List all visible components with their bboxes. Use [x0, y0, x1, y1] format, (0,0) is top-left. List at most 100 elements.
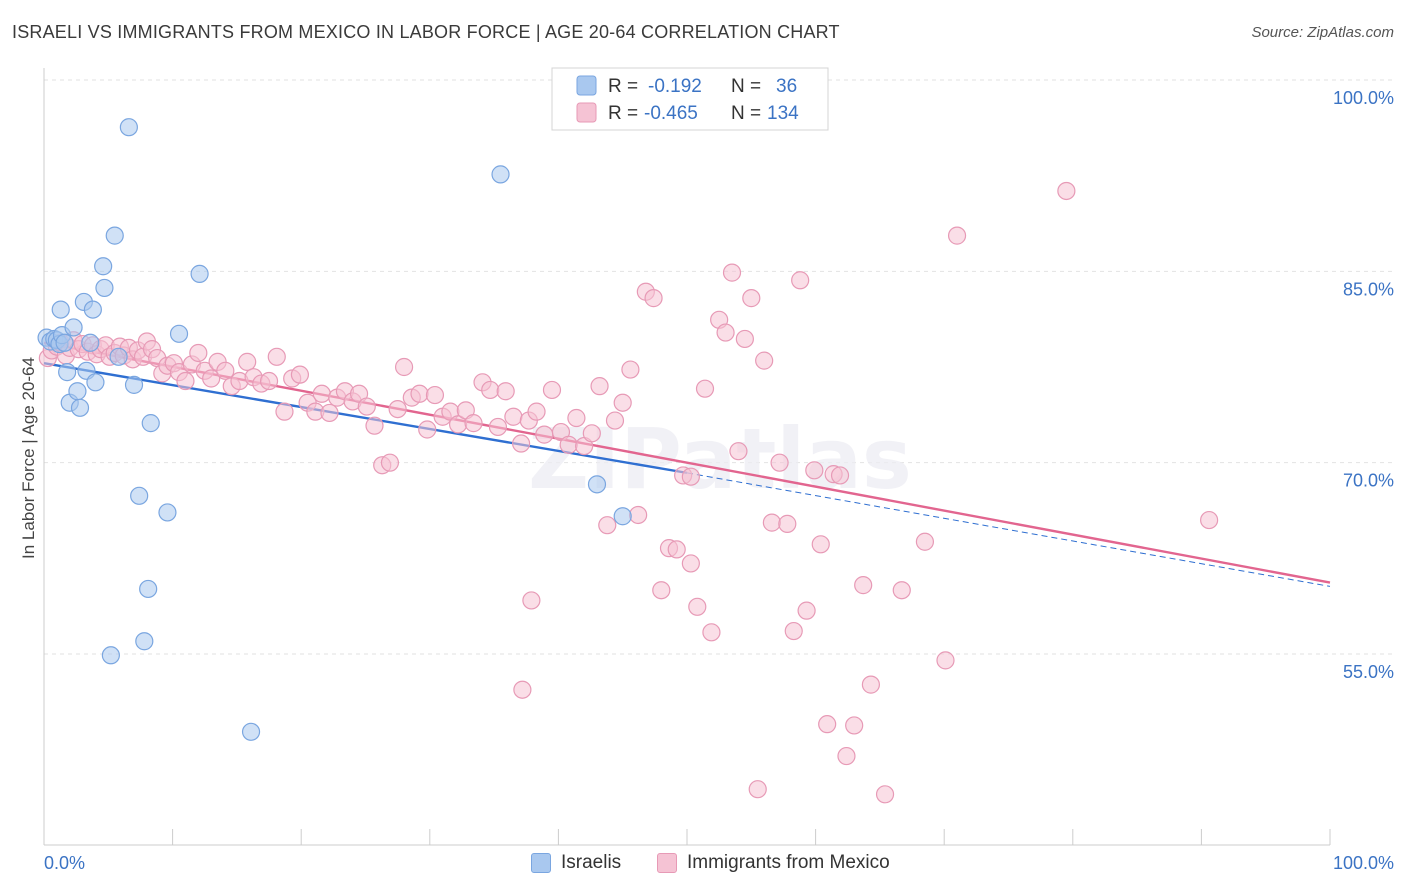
point-mexico: [513, 680, 532, 699]
point-israelis: [81, 333, 100, 352]
point-mexico: [644, 289, 663, 308]
point-israelis: [94, 257, 113, 276]
point-mexico: [488, 417, 508, 437]
trend-line-dashed-israelis: [686, 472, 1331, 587]
legend-r-label-mexico: R =: [608, 103, 638, 124]
x-tick-label-min: 0.0%: [44, 853, 85, 873]
legend-swatch-mexico-bottom: [657, 853, 677, 873]
point-mexico: [189, 343, 208, 363]
axes: [43, 68, 1331, 846]
point-israelis: [169, 324, 189, 343]
point-mexico: [267, 347, 286, 366]
point-mexico: [238, 352, 257, 371]
point-mexico: [681, 467, 700, 486]
data-points: [37, 70, 1219, 804]
trend-line-israelis: [43, 361, 688, 475]
point-mexico: [811, 535, 830, 554]
point-mexico: [418, 420, 437, 439]
point-israelis: [158, 503, 177, 522]
y-tick-label-55: 55.0%: [1343, 662, 1394, 682]
point-israelis: [124, 375, 144, 394]
point-mexico: [312, 384, 331, 403]
point-israelis: [83, 300, 102, 319]
point-mexico: [667, 540, 686, 559]
point-israelis: [55, 333, 74, 352]
point-mexico: [681, 554, 700, 573]
point-mexico: [830, 466, 850, 485]
point-mexico: [688, 597, 707, 616]
point-mexico: [791, 271, 810, 290]
point-mexico: [290, 365, 310, 384]
point-mexico: [202, 369, 221, 388]
point-mexico: [755, 351, 774, 370]
legend-swatch-israelis: [576, 75, 597, 96]
point-israelis: [51, 300, 70, 319]
y-tick-labels: 100.0% 85.0% 70.0% 55.0%: [1333, 88, 1394, 682]
point-mexico: [621, 360, 640, 379]
point-israelis: [141, 414, 160, 433]
point-mexico: [388, 399, 407, 419]
y-axis-label: In Labor Force | Age 20-64: [19, 357, 38, 559]
legend-r-value-israelis: -0.192: [648, 76, 702, 97]
point-mexico: [598, 516, 617, 535]
point-mexico: [702, 623, 721, 642]
point-mexico: [512, 434, 531, 453]
legend-label-israelis: Israelis: [561, 852, 622, 873]
point-mexico: [875, 785, 895, 804]
point-israelis: [64, 318, 83, 337]
point-mexico: [729, 442, 748, 461]
point-mexico: [535, 425, 554, 444]
y-tick-label-85: 85.0%: [1343, 279, 1394, 299]
legend-r-label-israelis: R =: [608, 76, 638, 97]
point-mexico: [613, 393, 632, 412]
legend-swatch-israelis-bottom: [531, 853, 551, 873]
point-mexico: [861, 675, 880, 694]
legend-n-value-mexico: 134: [767, 103, 799, 124]
point-mexico: [522, 591, 541, 610]
point-mexico: [590, 377, 609, 396]
point-mexico: [567, 408, 586, 428]
point-mexico: [527, 402, 546, 421]
source-credit: Source: ZipAtlas.com: [1251, 24, 1394, 41]
point-mexico: [605, 411, 625, 430]
point-mexico: [652, 581, 671, 600]
point-mexico: [695, 379, 715, 398]
point-israelis: [95, 278, 114, 298]
point-mexico: [425, 385, 445, 405]
point-mexico: [357, 397, 376, 416]
point-israelis: [130, 486, 149, 505]
point-israelis: [86, 373, 105, 392]
point-israelis: [491, 165, 510, 184]
point-israelis: [70, 398, 90, 417]
legend-n-value-israelis: 36: [776, 76, 797, 97]
point-mexico: [716, 323, 735, 342]
point-mexico: [582, 424, 601, 443]
point-mexico: [854, 576, 873, 595]
point-mexico: [947, 226, 967, 245]
point-israelis: [139, 579, 158, 599]
point-mexico: [936, 651, 955, 670]
point-mexico: [805, 461, 824, 480]
point-mexico: [1200, 510, 1219, 530]
y-tick-label-70: 70.0%: [1343, 471, 1394, 491]
point-israelis: [190, 264, 209, 283]
point-mexico: [504, 407, 523, 426]
point-mexico: [735, 329, 754, 349]
point-israelis: [109, 347, 128, 366]
legend-item-israelis: Israelis: [531, 852, 621, 874]
y-tick-label-100: 100.0%: [1333, 88, 1394, 108]
point-mexico: [762, 513, 781, 532]
legend-swatch-mexico: [576, 102, 597, 123]
point-mexico: [259, 371, 279, 391]
point-mexico: [410, 384, 429, 403]
point-israelis: [105, 226, 124, 245]
point-mexico: [784, 621, 803, 641]
point-mexico: [320, 403, 339, 423]
point-israelis: [68, 382, 87, 401]
point-mexico: [818, 715, 837, 734]
point-mexico: [365, 416, 384, 435]
point-mexico: [770, 453, 789, 472]
legend-n-label-mexico: N =: [731, 103, 761, 124]
legend-n-label-israelis: N =: [731, 76, 761, 97]
